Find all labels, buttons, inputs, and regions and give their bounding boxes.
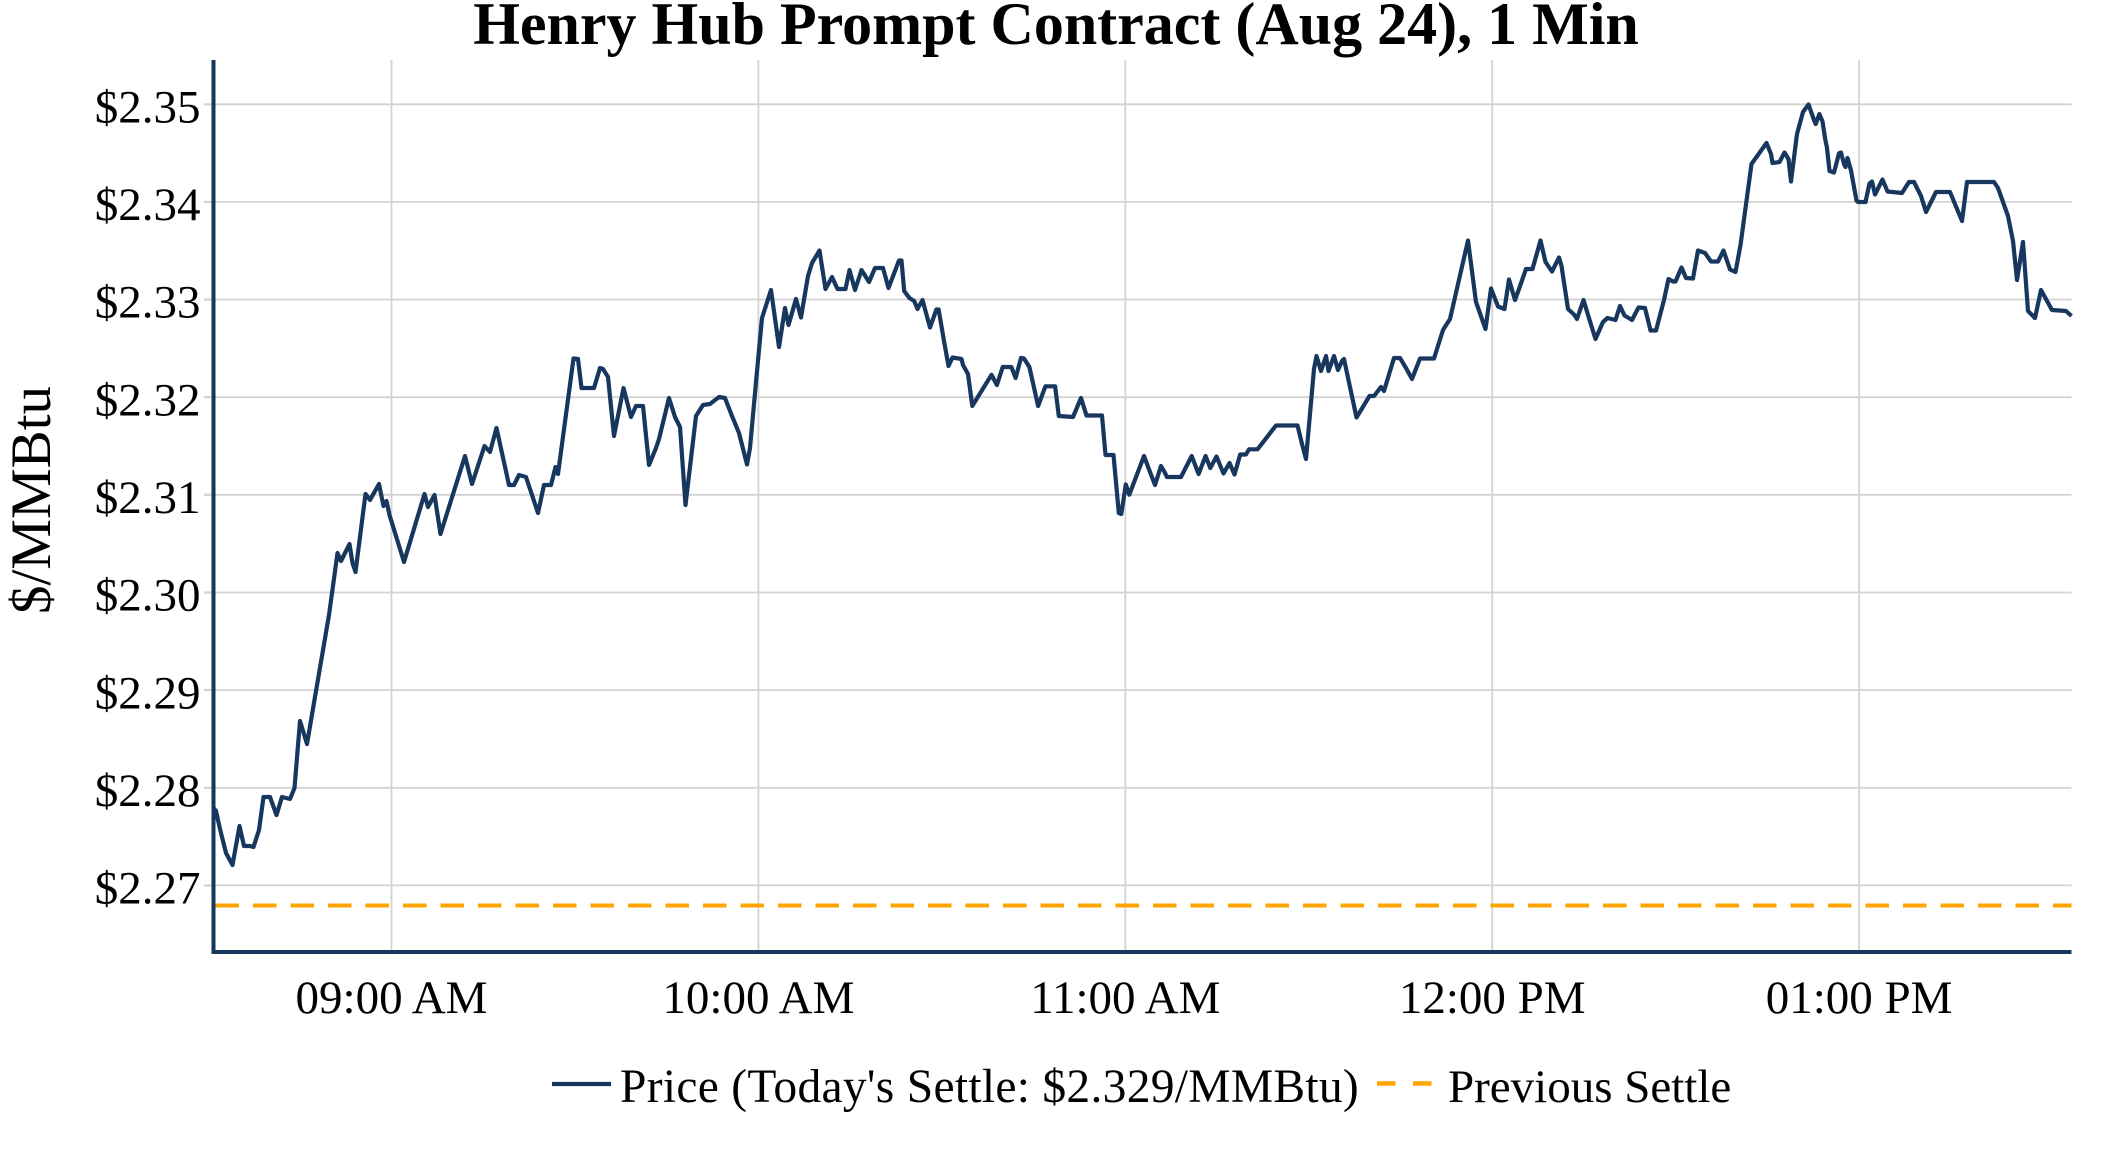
svg-text:12:00 PM: 12:00 PM: [1399, 972, 1586, 1024]
svg-text:Previous Settle: Previous Settle: [1448, 1061, 1731, 1113]
svg-text:Henry Hub Prompt Contract (Aug: Henry Hub Prompt Contract (Aug 24), 1 Mi…: [473, 0, 1639, 57]
svg-text:$2.29: $2.29: [95, 667, 201, 719]
svg-text:$2.28: $2.28: [95, 765, 201, 817]
svg-text:$2.33: $2.33: [95, 277, 201, 329]
svg-text:$/MMBtu: $/MMBtu: [0, 386, 63, 614]
svg-text:10:00 AM: 10:00 AM: [662, 972, 854, 1024]
svg-text:$2.27: $2.27: [95, 863, 201, 915]
svg-text:$2.34: $2.34: [95, 179, 201, 231]
svg-text:$2.31: $2.31: [95, 472, 201, 524]
svg-text:$2.32: $2.32: [95, 374, 201, 426]
svg-text:11:00 AM: 11:00 AM: [1030, 972, 1220, 1024]
svg-text:$2.35: $2.35: [95, 82, 201, 134]
svg-text:Price (Today's Settle: $2.329/: Price (Today's Settle: $2.329/MMBtu): [620, 1061, 1359, 1113]
svg-text:09:00 AM: 09:00 AM: [296, 972, 488, 1024]
svg-text:01:00 PM: 01:00 PM: [1766, 972, 1953, 1024]
svg-text:$2.30: $2.30: [95, 570, 201, 622]
